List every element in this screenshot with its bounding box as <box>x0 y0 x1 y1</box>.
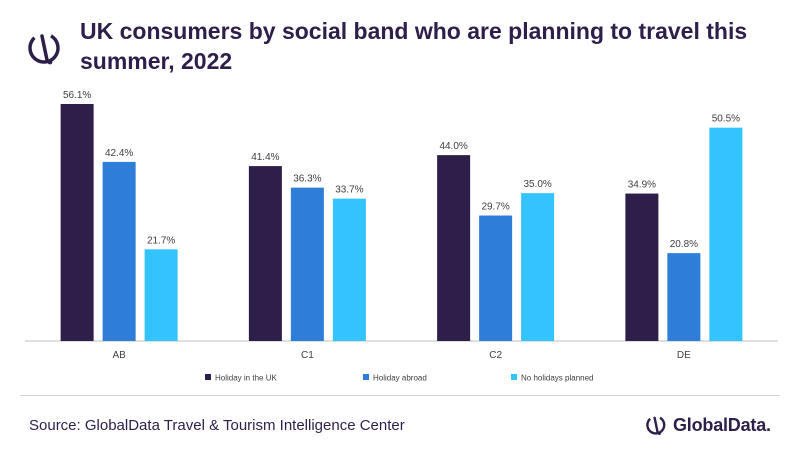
x-tick-label: DE <box>677 350 691 361</box>
source-note: Source: GlobalData Travel & Tourism Inte… <box>29 417 405 434</box>
data-label: 35.0% <box>523 179 551 190</box>
bar <box>290 187 324 341</box>
brand-name: GlobalData. <box>673 414 771 435</box>
bar <box>625 193 659 341</box>
data-label: 33.7% <box>335 185 363 196</box>
legend-swatch <box>363 374 369 380</box>
bar <box>479 215 513 341</box>
legend-label: Holiday in the UK <box>215 374 277 383</box>
data-label: 21.7% <box>147 235 175 246</box>
globaldata-logo-icon <box>28 32 60 65</box>
bar <box>102 161 136 341</box>
data-label: 50.5% <box>712 114 740 125</box>
bar <box>60 104 94 341</box>
brand-logo: GlobalData. <box>645 412 771 438</box>
bar <box>332 198 366 341</box>
bar <box>709 127 743 342</box>
data-label: 29.7% <box>481 202 509 213</box>
bar <box>437 155 471 341</box>
globaldata-logo-icon <box>646 415 666 435</box>
data-label: 34.9% <box>628 180 656 191</box>
legend-label: No holidays planned <box>521 374 594 383</box>
legend-swatch <box>511 374 517 380</box>
data-label: 44.0% <box>439 141 467 152</box>
legend-label: Holiday abroad <box>373 374 427 383</box>
data-label: 41.4% <box>251 152 279 163</box>
bar-chart: 56.1% 42.4% 21.7% AB 41.4% 36.3% 33.7% C1 44.0% 2… <box>25 90 778 383</box>
data-label: 20.8% <box>670 239 698 250</box>
data-label: 42.4% <box>105 148 133 159</box>
data-label: 36.3% <box>293 174 321 185</box>
x-tick-label: C1 <box>301 350 314 361</box>
bar <box>248 166 282 341</box>
x-tick-label: C2 <box>489 350 502 361</box>
x-tick-label: AB <box>112 350 126 361</box>
legend-swatch <box>205 374 211 380</box>
chart-title: UK consumers by social band who are plan… <box>80 18 748 74</box>
data-label: 56.1% <box>63 90 91 101</box>
bar <box>521 193 555 341</box>
footer-divider <box>20 395 780 396</box>
bar <box>667 253 701 341</box>
bar <box>144 249 178 341</box>
